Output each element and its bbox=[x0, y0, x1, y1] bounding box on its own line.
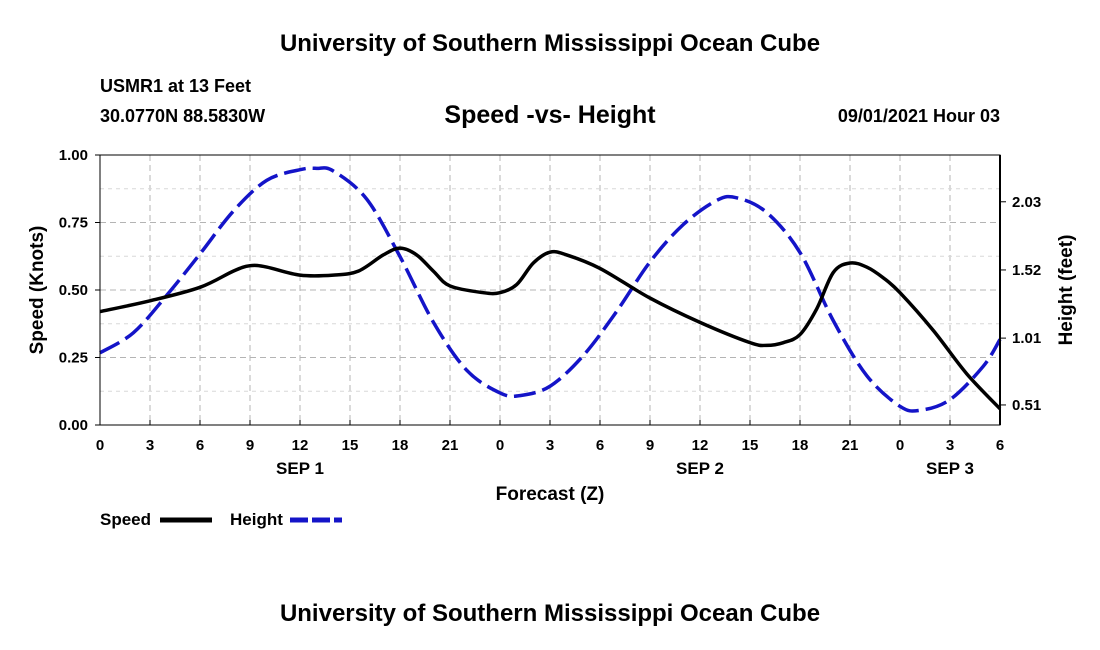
x-tick-label: 15 bbox=[342, 437, 359, 454]
forecast-datetime: 09/01/2021 Hour 03 bbox=[837, 106, 1000, 126]
x-axis-label: Forecast (Z) bbox=[496, 484, 605, 505]
axes-layer: 0 3 6 9 12 15 18 21 0 3 6 9 12 15 18 21 0 3 6 SEP 1 SEP 2 SEP… bbox=[59, 147, 1041, 478]
x-tick-label: 9 bbox=[246, 437, 254, 454]
x-tick-label: 3 bbox=[146, 437, 154, 454]
x-date-label: SEP 1 bbox=[276, 459, 324, 478]
legend-speed-label: Speed bbox=[100, 510, 151, 529]
x-tick-label: 15 bbox=[742, 437, 759, 454]
y2-tick-label: 1.52 bbox=[1012, 262, 1041, 279]
x-tick-label: 18 bbox=[392, 437, 409, 454]
x-tick-label: 21 bbox=[442, 437, 459, 454]
station-label: USMR1 at 13 Feet bbox=[100, 76, 252, 96]
legend-height-label: Height bbox=[230, 510, 283, 529]
x-tick-label: 12 bbox=[292, 437, 309, 454]
x-tick-label: 3 bbox=[946, 437, 954, 454]
series-height-line bbox=[99, 166, 1002, 413]
x-tick-label: 12 bbox=[692, 437, 709, 454]
x-tick-label: 21 bbox=[842, 437, 859, 454]
chart-header-title: University of Southern Mississippi Ocean… bbox=[279, 30, 821, 57]
x-tick-label: 6 bbox=[596, 437, 604, 454]
plot-title: Speed -vs- Height bbox=[444, 101, 656, 129]
chart-footer-title: University of Southern Mississippi Ocean… bbox=[279, 600, 821, 627]
series-speed-line bbox=[99, 246, 1002, 411]
y2-axis-label: Height (feet) bbox=[1056, 235, 1077, 346]
x-tick-label: 0 bbox=[96, 437, 104, 454]
y2-tick-label: 2.03 bbox=[1012, 194, 1041, 211]
series-layer bbox=[99, 166, 1002, 413]
x-tick-label: 6 bbox=[196, 437, 204, 454]
y2-tick-label: 0.51 bbox=[1012, 397, 1041, 414]
y-tick-label: 0.25 bbox=[59, 350, 88, 367]
x-tick-label: 18 bbox=[792, 437, 809, 454]
x-tick-label: 0 bbox=[896, 437, 904, 454]
x-tick-label: 9 bbox=[646, 437, 654, 454]
x-date-label: SEP 3 bbox=[926, 459, 974, 478]
station-coordinates: 30.0770N 88.5830W bbox=[100, 106, 266, 126]
y-tick-label: 0.75 bbox=[59, 215, 88, 232]
y-tick-label: 0.50 bbox=[59, 282, 88, 299]
chart-grid bbox=[100, 155, 1000, 425]
x-tick-label: 3 bbox=[546, 437, 554, 454]
y-tick-label: 1.00 bbox=[59, 147, 88, 164]
x-tick-label: 6 bbox=[996, 437, 1004, 454]
y-axis-label: Speed (Knots) bbox=[27, 226, 48, 355]
x-tick-label: 0 bbox=[496, 437, 504, 454]
x-date-label: SEP 2 bbox=[676, 459, 724, 478]
y2-tick-label: 1.01 bbox=[1012, 330, 1041, 347]
y-tick-label: 0.00 bbox=[59, 417, 88, 434]
